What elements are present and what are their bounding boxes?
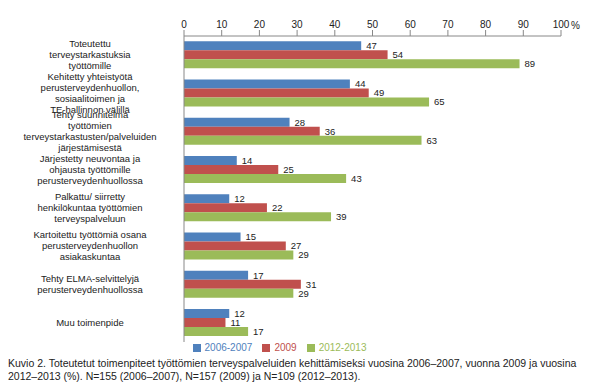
svg-text:17: 17 — [253, 326, 264, 337]
svg-text:15: 15 — [246, 231, 257, 242]
svg-text:80: 80 — [480, 19, 492, 30]
svg-text:29: 29 — [298, 288, 309, 299]
svg-text:90: 90 — [518, 19, 530, 30]
svg-text:11: 11 — [230, 317, 240, 328]
svg-text:Toteutettuterveystarkastuksiat: Toteutettuterveystarkastuksiatyöttömille — [49, 38, 131, 71]
svg-text:65: 65 — [434, 96, 445, 107]
svg-text:47: 47 — [366, 40, 377, 51]
svg-text:10: 10 — [216, 19, 228, 30]
svg-text:43: 43 — [351, 173, 362, 184]
svg-text:Kartoitettu työttömiä osanaper: Kartoitettu työttömiä osanaperusterveyde… — [33, 229, 147, 262]
svg-text:20: 20 — [254, 19, 266, 30]
svg-text:Muu toimenpide: Muu toimenpide — [56, 316, 124, 327]
svg-text:30: 30 — [292, 19, 304, 30]
svg-text:Palkattu/ siirrettyhenkilökunt: Palkattu/ siirrettyhenkilökuntaa työttöm… — [37, 191, 142, 224]
svg-text:63: 63 — [427, 135, 438, 146]
svg-text:44: 44 — [355, 78, 366, 89]
svg-text:70: 70 — [442, 19, 454, 30]
svg-text:Tehty ELMA-selvittelyjäperuste: Tehty ELMA-selvittelyjäperusterveydenhuo… — [37, 273, 143, 295]
svg-text:25: 25 — [283, 164, 294, 175]
svg-text:%: % — [571, 20, 580, 31]
svg-text:29: 29 — [298, 249, 309, 260]
svg-text:39: 39 — [336, 211, 347, 222]
svg-text:Tehty suunnitelmatyöttömienter: Tehty suunnitelmatyöttömienterveystarkas… — [23, 109, 156, 153]
svg-text:100: 100 — [553, 19, 570, 30]
svg-text:17: 17 — [253, 270, 264, 281]
svg-text:12: 12 — [234, 193, 245, 204]
svg-text:60: 60 — [405, 19, 417, 30]
svg-text:Järjestetty neuvontaa jaohjaus: Järjestetty neuvontaa jaohjausta työttöm… — [37, 152, 143, 185]
svg-text:22: 22 — [272, 202, 283, 213]
svg-text:0: 0 — [181, 19, 187, 30]
svg-text:28: 28 — [295, 117, 306, 128]
svg-text:89: 89 — [525, 58, 536, 69]
svg-text:49: 49 — [374, 87, 385, 98]
svg-text:50: 50 — [367, 19, 379, 30]
svg-text:14: 14 — [242, 155, 253, 166]
svg-text:40: 40 — [329, 19, 341, 30]
svg-text:36: 36 — [325, 126, 336, 137]
svg-text:54: 54 — [393, 49, 404, 60]
